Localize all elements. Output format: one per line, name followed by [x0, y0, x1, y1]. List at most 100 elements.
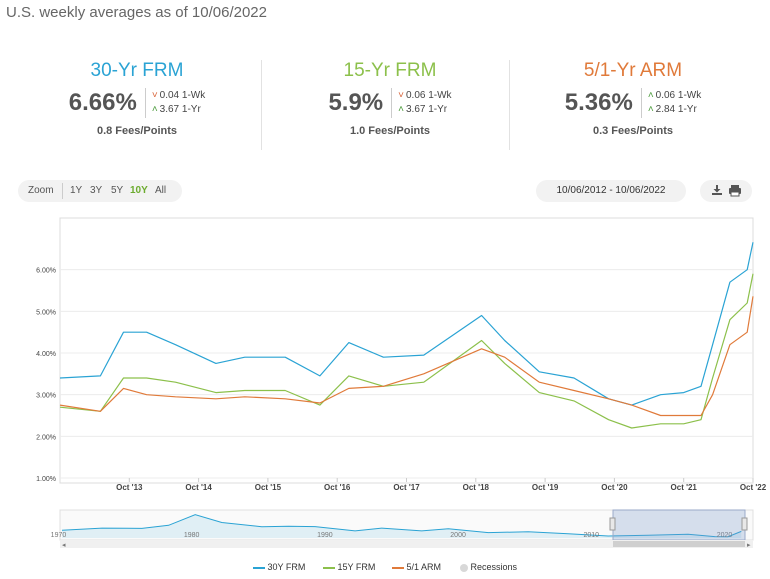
fees-points: 0.8 Fees/Points — [96, 125, 178, 137]
legend-item-arm[interactable]: 5/1 ARM — [392, 562, 441, 572]
chart-tools — [700, 180, 752, 202]
rate-value: 5.9% — [328, 89, 384, 116]
y-tick-label: 4.00% — [36, 351, 56, 358]
range-1y-button[interactable]: 1Y — [70, 185, 83, 196]
rate-lines — [59, 242, 754, 429]
card-divider — [261, 60, 262, 150]
range-3y-button[interactable]: 3Y — [90, 185, 103, 196]
rate-changes: ˅ 0.06 1-Wk ˄ 3.67 1-Yr — [398, 89, 451, 117]
navigator-scrollbar[interactable] — [60, 540, 753, 548]
x-tick-label: Oct '16 — [324, 483, 351, 492]
rate-card-15yr: 15-Yr FRM 5.9% ˅ 0.06 1-Wk ˄ 3.67 1-Yr 1.0… — [263, 58, 517, 150]
rate-name: 5/1-Yr ARM — [583, 60, 683, 81]
x-tick-label: Oct '18 — [463, 483, 490, 492]
x-tick-label: Oct '17 — [393, 483, 420, 492]
week-change: 0.06 1-Wk — [405, 90, 452, 101]
date-range-display[interactable]: 10/06/2012 - 10/06/2022 — [536, 180, 686, 202]
y-tick-label: 6.00% — [36, 268, 56, 275]
x-axis-labels: Oct '13 Oct '14 Oct '15 Oct '16 Oct '17 Oct '… — [116, 478, 767, 492]
y-axis-labels: 1.00% 2.00% 3.00% 4.00% 5.00% 6.00% — [36, 268, 56, 483]
rate-name: 30-Yr FRM — [90, 60, 184, 81]
rate-changes: ˄ 0.06 1-Wk ˄ 2.84 1-Yr — [648, 89, 701, 117]
navigator-tick-label: 2010 — [583, 532, 599, 539]
zoom-control: Zoom 1Y 3Y 5Y 10Y All — [18, 180, 182, 202]
zoom-label: Zoom — [28, 185, 54, 196]
year-change: 3.67 1-Yr — [405, 104, 448, 115]
navigator-tick-label: 1970 — [51, 532, 67, 539]
range-10y-button[interactable]: 10Y — [130, 185, 148, 196]
x-tick-label: Oct '15 — [255, 483, 282, 492]
rate-card-30yr: 30-Yr FRM 6.66% ˅ 0.04 1-Wk ˄ 3.67 1-Yr 0.… — [10, 58, 264, 150]
navigator-left-handle[interactable] — [609, 517, 616, 531]
series-line-5-1-arm — [59, 296, 754, 417]
scroll-left-arrow[interactable]: ◂ — [62, 542, 66, 548]
year-change: 2.84 1-Yr — [655, 104, 697, 115]
x-tick-label: Oct '21 — [671, 483, 698, 492]
arrow-up-icon: ˄ — [647, 104, 654, 115]
legend-swatch — [392, 566, 404, 569]
navigator-tick-label: 1990 — [317, 532, 333, 539]
legend-label: 5/1 ARM — [406, 562, 442, 572]
legend-item-30y[interactable]: 30Y FRM — [253, 562, 305, 572]
navigator-right-handle[interactable] — [741, 517, 748, 531]
x-tick-label: Oct '20 — [601, 483, 628, 492]
download-icon[interactable] — [712, 185, 722, 195]
arrow-down-icon: ˅ — [398, 90, 404, 101]
zoom-divider — [62, 183, 63, 199]
rate-value: 6.66% — [68, 89, 137, 116]
mortgage-rate-chart: 1.00%2.00%3.00%4.00%5.00%6.00% Oct '13 Oc… — [36, 217, 767, 492]
legend-label: 30Y FRM — [267, 562, 306, 572]
legend-swatch — [460, 563, 468, 572]
navigator-line — [61, 514, 742, 538]
navigator-tick-label: 1980 — [184, 532, 200, 539]
week-change: 0.04 1-Wk — [159, 90, 206, 101]
navigator-axis-labels: 1970 1980 1990 2000 2010 2020 — [51, 532, 733, 539]
arrow-up-icon: ˄ — [151, 104, 158, 115]
rate-separator — [391, 88, 393, 118]
y-tick-label: 5.00% — [36, 309, 56, 316]
navigator-chart[interactable]: 1970 1980 1990 2000 2010 2020 ◂ ▸ — [0, 508, 770, 548]
range-5y-button[interactable]: 5Y — [111, 185, 124, 196]
navigator-tick-label: 2000 — [450, 532, 466, 539]
navigator-selection[interactable] — [612, 509, 746, 541]
rate-card-arm: 5/1-Yr ARM 5.36% ˄ 0.06 1-Wk ˄ 2.84 1-Yr 0… — [506, 58, 760, 150]
week-change: 0.06 1-Wk — [655, 90, 702, 101]
y-tick-label: 1.00% — [36, 476, 56, 483]
rate-name: 15-Yr FRM — [343, 60, 437, 81]
y-tick-label: 2.00% — [36, 434, 56, 441]
legend-swatch — [253, 566, 265, 569]
legend-label: Recessions — [470, 562, 518, 572]
x-tick-label: Oct '22 — [740, 483, 767, 492]
rate-separator — [640, 88, 642, 118]
rate-changes: ˅ 0.04 1-Wk ˄ 3.67 1-Yr — [152, 89, 205, 117]
navigator-area — [62, 514, 742, 538]
fees-points: 1.0 Fees/Points — [349, 125, 431, 137]
y-tick-label: 3.00% — [36, 393, 56, 400]
year-change: 3.67 1-Yr — [159, 104, 201, 115]
navigator-series — [61, 514, 742, 538]
legend-item-recessions[interactable]: Recessions — [460, 562, 517, 572]
arrow-up-icon: ˄ — [647, 90, 654, 101]
arrow-down-icon: ˅ — [151, 90, 158, 101]
arrow-up-icon: ˄ — [398, 104, 404, 115]
x-tick-label: Oct '19 — [532, 483, 559, 492]
range-all-button[interactable]: All — [155, 185, 167, 196]
navigator-tick-label: 2020 — [717, 532, 733, 539]
grid-lines — [60, 269, 753, 479]
legend-swatch — [323, 566, 335, 569]
legend-label: 15Y FRM — [337, 562, 376, 572]
fees-points: 0.3 Fees/Points — [592, 125, 674, 137]
series-line-15y-frm — [59, 273, 754, 429]
scrollbar-thumb[interactable] — [613, 541, 745, 547]
card-divider — [509, 60, 510, 150]
x-tick-label: Oct '14 — [185, 483, 212, 492]
x-tick-label: Oct '13 — [116, 483, 143, 492]
scroll-right-arrow[interactable]: ▸ — [747, 542, 751, 548]
rate-value: 5.36% — [564, 89, 633, 116]
plot-area — [59, 217, 754, 484]
printer-icon[interactable] — [729, 185, 741, 197]
series-line-30y-frm — [59, 242, 754, 406]
legend-item-15y[interactable]: 15Y FRM — [323, 562, 375, 572]
rate-separator — [144, 88, 146, 118]
page-subtitle: U.S. weekly averages as of 10/06/2022 — [6, 4, 267, 21]
